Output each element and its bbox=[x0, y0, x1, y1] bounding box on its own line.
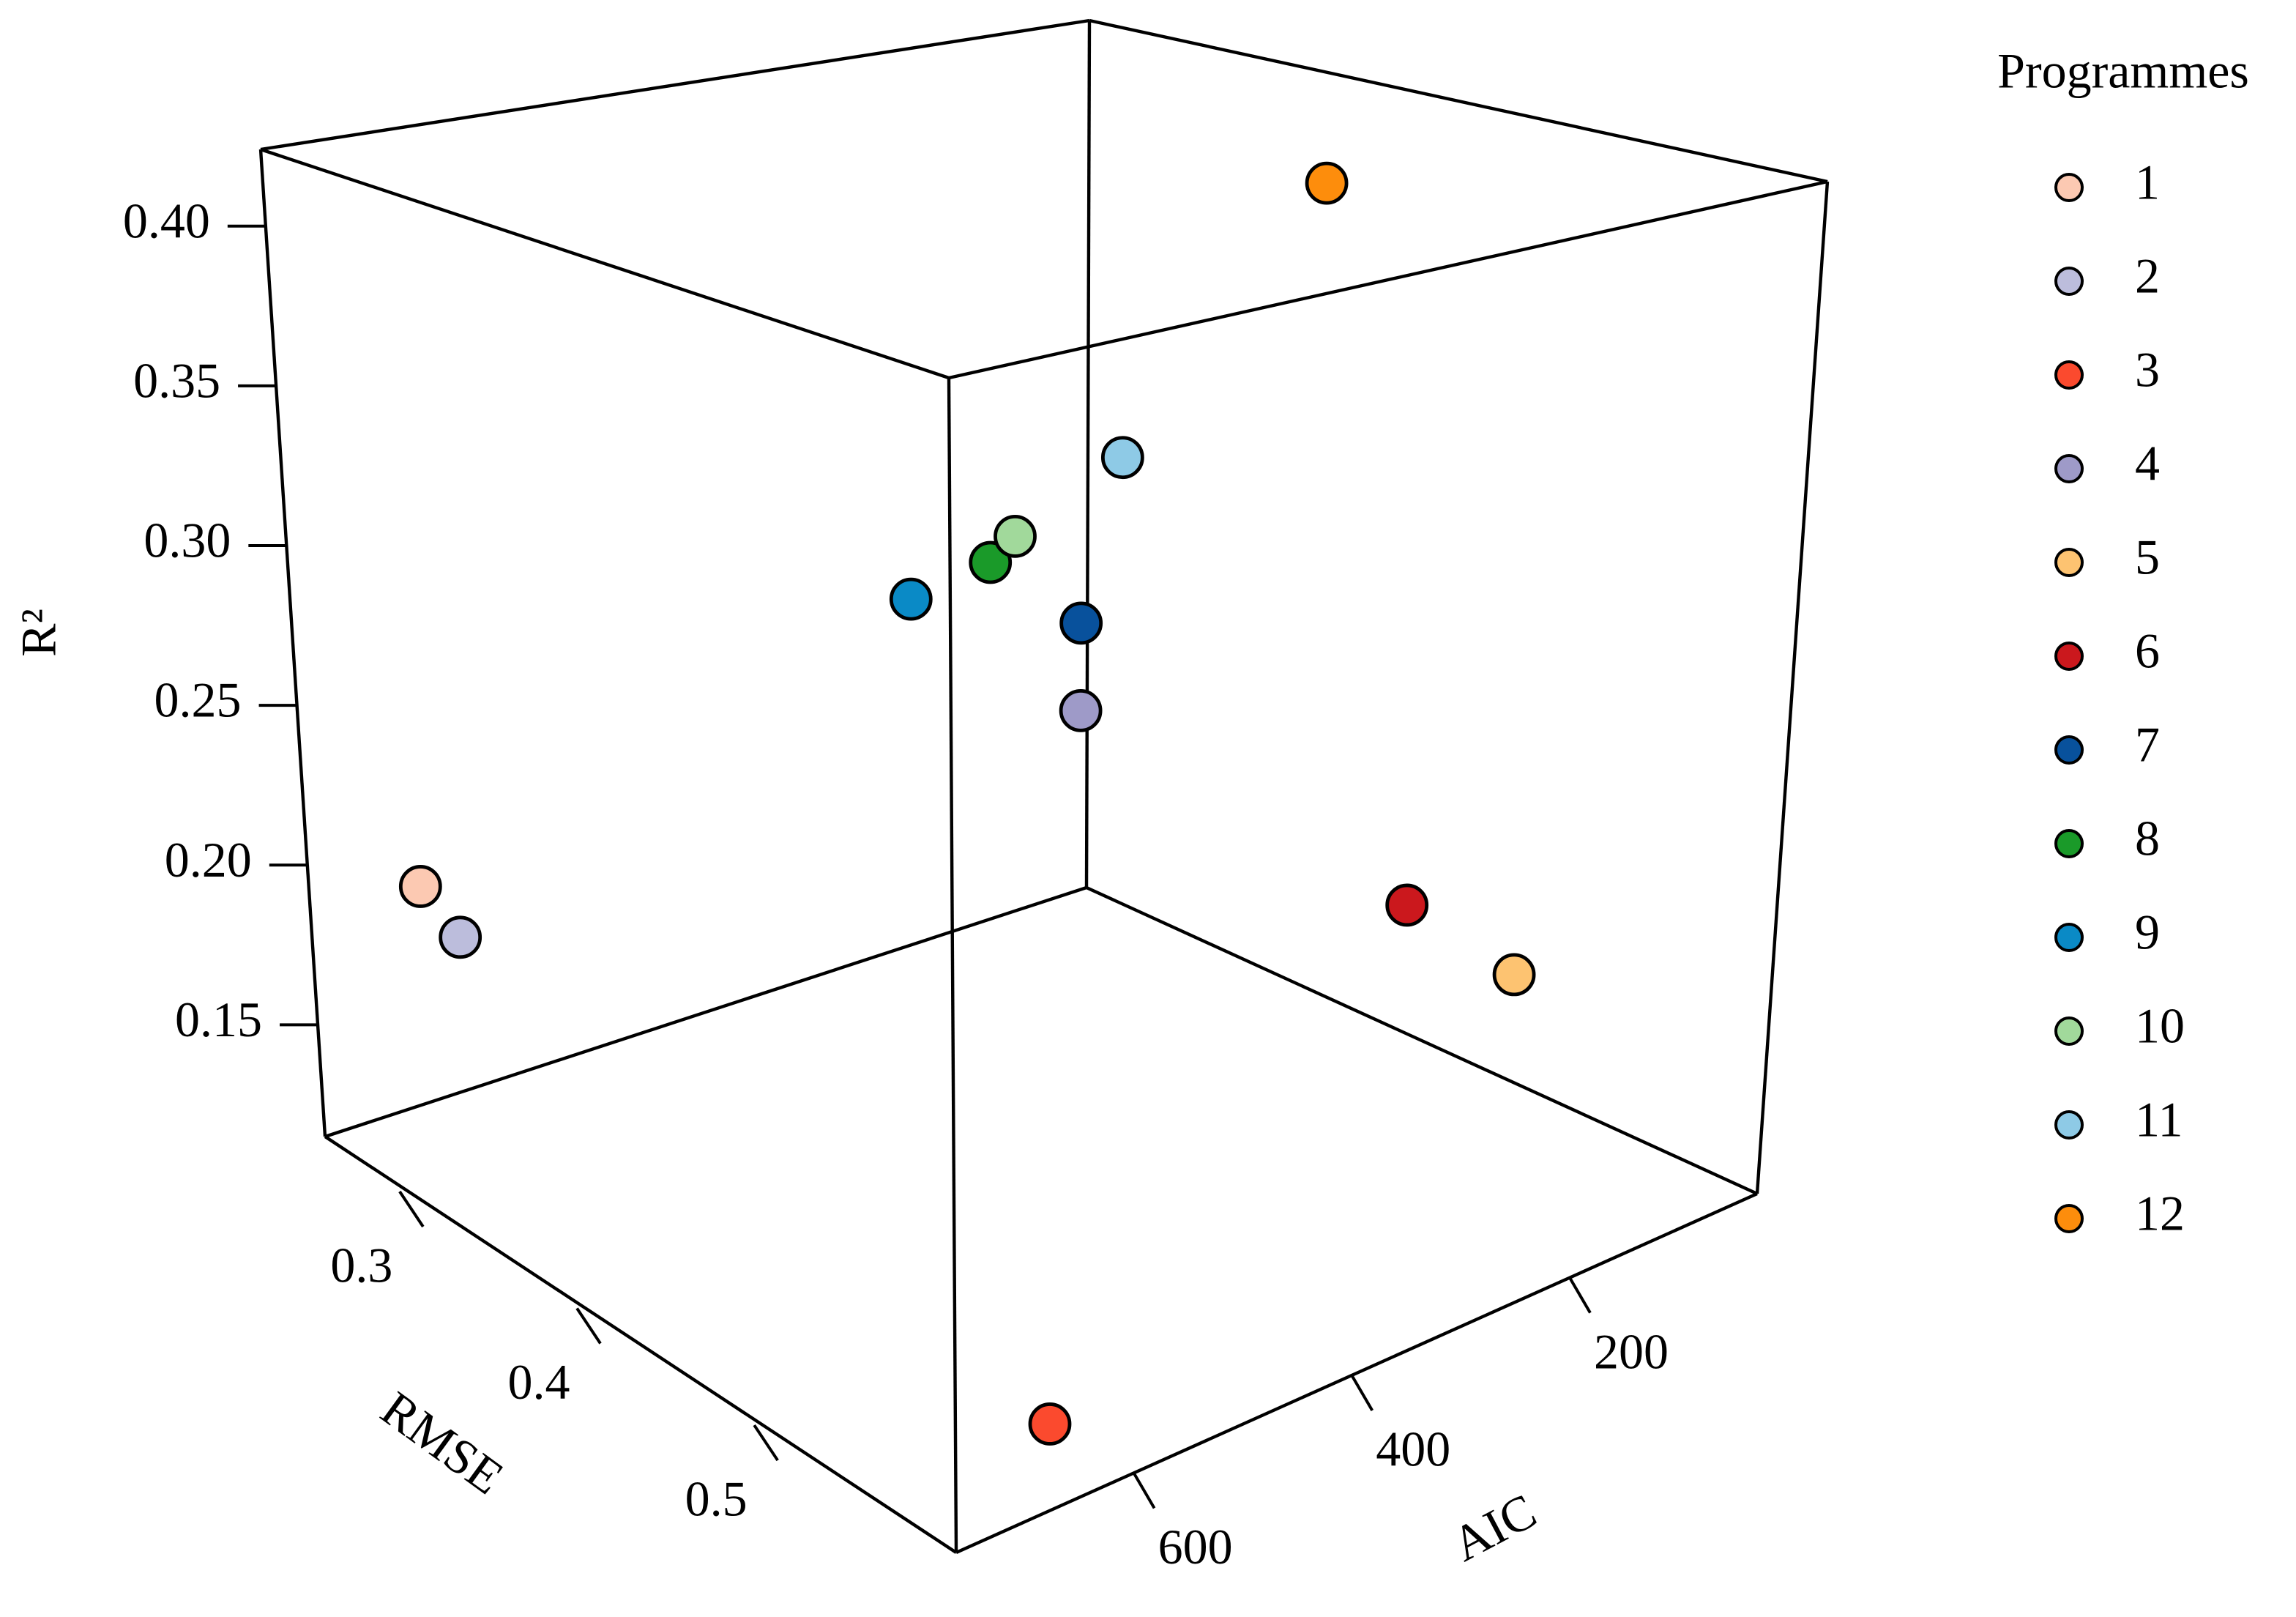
point bbox=[1100, 436, 1144, 480]
x-tick bbox=[1568, 1276, 1592, 1314]
legend-label: 2 bbox=[2135, 248, 2160, 304]
point bbox=[1492, 953, 1536, 997]
legend-label: 10 bbox=[2135, 998, 2185, 1054]
legend-swatch bbox=[2054, 735, 2084, 765]
point bbox=[889, 577, 933, 621]
box-edge bbox=[260, 18, 1090, 152]
legend-swatch bbox=[2054, 360, 2084, 390]
box-edge bbox=[948, 179, 1828, 380]
y-tick bbox=[398, 1190, 425, 1228]
box-edge bbox=[955, 1192, 1758, 1555]
box-edge bbox=[1086, 885, 1758, 1196]
legend-label: 9 bbox=[2135, 904, 2160, 960]
x-tick bbox=[1350, 1374, 1374, 1412]
x-axis-title: AIC bbox=[1443, 1482, 1545, 1572]
legend-label: 4 bbox=[2135, 436, 2160, 491]
legend-label: 3 bbox=[2135, 342, 2160, 398]
point bbox=[969, 540, 1013, 584]
legend-swatch bbox=[2054, 829, 2084, 858]
y-axis-title: RMSE bbox=[371, 1380, 513, 1505]
legend-swatch bbox=[2054, 548, 2084, 577]
legend-label: 1 bbox=[2135, 155, 2160, 210]
box-edge bbox=[1089, 18, 1828, 184]
y-tick-label: 0.3 bbox=[330, 1238, 392, 1293]
x-tick-label: 400 bbox=[1376, 1421, 1450, 1477]
legend-swatch bbox=[2054, 267, 2084, 296]
y-tick bbox=[753, 1424, 779, 1462]
legend-swatch bbox=[2054, 454, 2084, 483]
box-edge bbox=[1084, 20, 1092, 888]
point bbox=[1028, 1402, 1072, 1446]
legend-label: 8 bbox=[2135, 811, 2160, 866]
legend-swatch bbox=[2054, 923, 2084, 952]
legend-swatch bbox=[2054, 642, 2084, 671]
legend-label: 7 bbox=[2135, 717, 2160, 773]
legend-swatch bbox=[2054, 1016, 2084, 1046]
box-edge bbox=[947, 377, 958, 1553]
legend-swatch bbox=[2054, 1110, 2084, 1140]
y-tick-label: 0.4 bbox=[508, 1354, 570, 1410]
z-tick-label: 0.35 bbox=[133, 352, 220, 408]
z-axis-title: R² bbox=[11, 609, 67, 657]
point bbox=[1385, 883, 1429, 927]
legend-swatch bbox=[2054, 173, 2084, 202]
legend-label: 12 bbox=[2135, 1186, 2185, 1241]
legend-label: 6 bbox=[2135, 623, 2160, 679]
legend-swatch bbox=[2054, 1204, 2084, 1233]
x-tick bbox=[1132, 1472, 1156, 1509]
box-edge bbox=[1755, 181, 1830, 1194]
z-tick-label: 0.30 bbox=[144, 513, 231, 568]
point bbox=[994, 514, 1037, 558]
box-edge bbox=[258, 149, 327, 1137]
legend-label: 11 bbox=[2135, 1092, 2183, 1148]
point bbox=[1305, 161, 1349, 205]
x-tick-label: 200 bbox=[1594, 1323, 1669, 1379]
z-tick-label: 0.20 bbox=[165, 832, 252, 888]
box-edge bbox=[324, 885, 1087, 1139]
point bbox=[1059, 601, 1103, 645]
box bbox=[258, 18, 1830, 1555]
x-tick-label: 600 bbox=[1158, 1519, 1233, 1575]
y-tick-label: 0.5 bbox=[685, 1471, 748, 1527]
y-tick bbox=[575, 1307, 602, 1345]
legend-title: Programmes bbox=[1997, 43, 2249, 99]
legend-label: 5 bbox=[2135, 529, 2160, 585]
point bbox=[1059, 688, 1103, 732]
z-tick-label: 0.25 bbox=[154, 672, 242, 728]
box-edge bbox=[324, 1135, 958, 1554]
box-edge bbox=[260, 147, 950, 380]
z-tick-label: 0.40 bbox=[123, 193, 210, 248]
point bbox=[439, 915, 482, 959]
point bbox=[398, 865, 442, 908]
z-tick-label: 0.15 bbox=[175, 992, 262, 1047]
